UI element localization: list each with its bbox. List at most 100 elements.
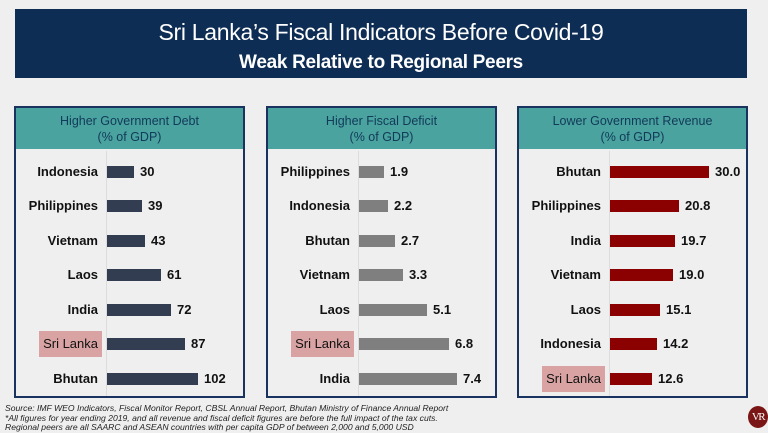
deficit-chart-panel: Higher Fiscal Deficit (% of GDP) Philipp… — [266, 106, 497, 398]
data-label: 3.3 — [409, 267, 428, 282]
data-label: 61 — [167, 267, 182, 282]
category-label: Indonesia — [37, 164, 98, 179]
data-label: 7.4 — [463, 371, 482, 386]
revenue-chart-header: Lower Government Revenue (% of GDP) — [519, 108, 746, 149]
bar-row: Vietnam 43 — [16, 228, 243, 254]
deficit-chart-header: Higher Fiscal Deficit (% of GDP) — [268, 108, 495, 149]
bar — [107, 200, 142, 212]
bar — [107, 304, 171, 316]
data-label: 2.2 — [394, 198, 413, 213]
data-label: 30 — [140, 164, 155, 179]
category-label: India — [570, 233, 601, 248]
bar — [107, 373, 198, 385]
category-label: Bhutan — [305, 233, 350, 248]
bar — [359, 338, 449, 350]
data-label: 2.7 — [401, 233, 420, 248]
category-label: Vietnam — [299, 267, 350, 282]
bar-row: India 72 — [16, 297, 243, 323]
footnote-year: *All figures for year ending 2019, and a… — [5, 412, 438, 423]
bar — [359, 200, 388, 212]
debt-chart-header: Higher Government Debt (% of GDP) — [16, 108, 243, 149]
bar — [107, 269, 161, 281]
bar — [359, 166, 384, 178]
revenue-chart-panel: Lower Government Revenue (% of GDP) Bhut… — [517, 106, 748, 398]
chart-axis-line — [358, 151, 359, 396]
bar-row: Philippines 20.8 — [519, 193, 746, 219]
bar — [610, 304, 660, 316]
chart-axis-line — [106, 151, 107, 396]
chart-subtitle: (% of GDP) — [349, 130, 414, 144]
category-label: Vietnam — [47, 233, 98, 248]
bar — [107, 166, 134, 178]
chart-subtitle: (% of GDP) — [600, 130, 665, 144]
chart-title: Lower Government Revenue — [552, 114, 713, 128]
data-label: 20.8 — [685, 198, 711, 213]
bar-row: India 19.7 — [519, 228, 746, 254]
category-label-highlighted: Sri Lanka — [39, 331, 102, 357]
category-label: Vietnam — [550, 267, 601, 282]
data-label: 1.9 — [390, 164, 409, 179]
bar-row: Laos 61 — [16, 262, 243, 288]
bar — [359, 235, 395, 247]
footnote-source: Source: IMF WEO Indicators, Fiscal Monit… — [5, 403, 449, 413]
bar — [610, 373, 652, 385]
data-label: 102 — [204, 371, 226, 386]
data-label: 19.0 — [679, 267, 705, 282]
bar — [359, 304, 427, 316]
data-label: 6.8 — [455, 336, 474, 351]
bar-row: Sri Lanka 12.6 — [519, 366, 746, 392]
category-label: India — [67, 302, 98, 317]
bar — [610, 269, 673, 281]
data-label: 12.6 — [658, 371, 684, 386]
bar — [610, 200, 679, 212]
bar — [107, 235, 145, 247]
bar-row: India 7.4 — [268, 366, 495, 392]
bar-row: Philippines 39 — [16, 193, 243, 219]
bar — [610, 338, 657, 350]
data-label: 5.1 — [433, 302, 452, 317]
bar-row: Bhutan 2.7 — [268, 228, 495, 254]
category-label: Philippines — [280, 164, 350, 179]
bar — [359, 269, 403, 281]
category-label-highlighted: Sri Lanka — [291, 331, 354, 357]
bar — [610, 166, 709, 178]
data-label: 72 — [177, 302, 192, 317]
bar-row: Sri Lanka 6.8 — [268, 331, 495, 357]
category-label: Laos — [67, 267, 98, 282]
data-label: 43 — [151, 233, 166, 248]
bar-row: Bhutan 102 — [16, 366, 243, 392]
category-label: Philippines — [28, 198, 98, 213]
category-label: Laos — [319, 302, 350, 317]
footnote-peers: Regional peers are all SAARC and ASEAN c… — [5, 422, 414, 432]
bar — [359, 373, 457, 385]
footnotes: Source: IMF WEO Indicators, Fiscal Monit… — [5, 403, 449, 433]
bar-row: Laos 5.1 — [268, 297, 495, 323]
category-label: Laos — [570, 302, 601, 317]
data-label: 14.2 — [663, 336, 689, 351]
bar-row: Sri Lanka 87 — [16, 331, 243, 357]
page-title: Sri Lanka’s Fiscal Indicators Before Cov… — [158, 19, 604, 45]
data-label: 19.7 — [681, 233, 707, 248]
title-banner: Sri Lanka’s Fiscal Indicators Before Cov… — [15, 9, 747, 78]
bar-row: Indonesia 2.2 — [268, 193, 495, 219]
category-label: Bhutan — [556, 164, 601, 179]
bar-row: Laos 15.1 — [519, 297, 746, 323]
category-label: India — [319, 371, 350, 386]
bar-row: Indonesia 30 — [16, 159, 243, 185]
category-label-highlighted: Sri Lanka — [542, 366, 605, 392]
chart-axis-line — [609, 151, 610, 396]
chart-title: Higher Fiscal Deficit — [325, 114, 438, 128]
chart-title: Higher Government Debt — [60, 114, 199, 128]
chart-subtitle: (% of GDP) — [97, 130, 162, 144]
bar-row: Vietnam 3.3 — [268, 262, 495, 288]
page-subtitle: Weak Relative to Regional Peers — [239, 52, 523, 73]
bar — [610, 235, 675, 247]
vr-logo-icon: VR — [748, 406, 768, 428]
data-label: 39 — [148, 198, 163, 213]
bar-row: Bhutan 30.0 — [519, 159, 746, 185]
category-label: Philippines — [531, 198, 601, 213]
data-label: 87 — [191, 336, 206, 351]
data-label: 30.0 — [715, 164, 741, 179]
category-label: Indonesia — [540, 336, 601, 351]
debt-chart-panel: Higher Government Debt (% of GDP) Indone… — [14, 106, 245, 398]
